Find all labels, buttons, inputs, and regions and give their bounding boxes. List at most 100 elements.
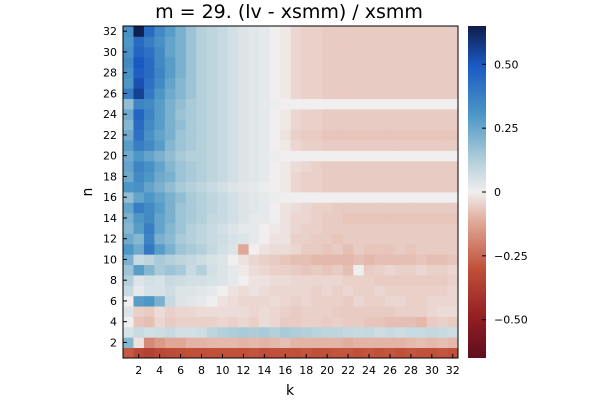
heatmap-cell: [175, 119, 187, 131]
heatmap-cell: [206, 243, 218, 255]
heatmap-cell: [259, 98, 270, 110]
heatmap-cell: [300, 46, 312, 58]
heatmap-cell: [175, 275, 187, 286]
heatmap-cell: [342, 295, 354, 307]
heatmap-cell: [395, 337, 407, 349]
heatmap-cell: [154, 46, 166, 58]
heatmap-cell: [321, 129, 333, 141]
heatmap-cell: [437, 77, 448, 89]
heatmap-cell: [259, 171, 270, 183]
heatmap-cell: [290, 129, 302, 141]
heatmap-cell: [143, 233, 155, 245]
heatmap-cell: [206, 98, 218, 110]
heatmap-cell: [238, 254, 250, 266]
heatmap-cell: [196, 109, 208, 120]
heatmap-cell: [238, 181, 250, 193]
heatmap-cell: [405, 88, 417, 100]
y-tick-label: 20: [103, 150, 117, 163]
heatmap-cell: [437, 212, 448, 224]
heatmap-cell: [374, 119, 386, 131]
heatmap-cell: [437, 285, 448, 297]
heatmap-cell: [374, 233, 386, 245]
heatmap-cell: [269, 109, 281, 120]
heatmap-cell: [227, 171, 239, 183]
heatmap-cell: [238, 212, 250, 224]
heatmap-cell: [374, 98, 386, 110]
heatmap-cell: [248, 26, 260, 37]
heatmap-cell: [227, 326, 239, 338]
heatmap-cell: [248, 88, 260, 100]
heatmap-cell: [332, 98, 344, 110]
heatmap-cell: [123, 212, 134, 224]
heatmap-cell: [416, 88, 427, 100]
heatmap-cell: [363, 316, 375, 328]
heatmap-cell: [238, 129, 250, 141]
heatmap-cell: [300, 140, 312, 151]
heatmap-cell: [227, 140, 239, 151]
heatmap-cell: [217, 202, 229, 214]
heatmap-cell: [384, 129, 396, 141]
colorbar-tick-label: 0.50: [494, 58, 519, 71]
heatmap-cell: [332, 36, 344, 48]
x-tick-label: 16: [278, 364, 292, 377]
heatmap-cell: [259, 285, 270, 297]
heatmap-cell: [280, 46, 291, 58]
x-tick-label: 24: [362, 364, 376, 377]
heatmap-cell: [269, 202, 281, 214]
heatmap-cell: [196, 57, 208, 68]
heatmap-cell: [437, 326, 448, 338]
heatmap-cell: [416, 160, 427, 172]
heatmap-cell: [248, 57, 260, 68]
heatmap-cell: [437, 129, 448, 141]
heatmap-cell: [196, 192, 208, 203]
heatmap-cell: [238, 171, 250, 183]
heatmap-cell: [217, 264, 229, 276]
heatmap-cell: [164, 202, 176, 214]
heatmap-cell: [154, 306, 166, 317]
heatmap-cell: [238, 295, 250, 307]
heatmap-cell: [280, 275, 291, 286]
heatmap-cell: [227, 88, 239, 100]
heatmap-cell: [395, 181, 407, 193]
heatmap-cell: [238, 150, 250, 162]
heatmap-cell: [269, 140, 281, 151]
heatmap-cell: [395, 26, 407, 37]
heatmap-cell: [248, 264, 260, 276]
heatmap-cell: [164, 264, 176, 276]
heatmap-cell: [416, 316, 427, 328]
heatmap-cell: [123, 57, 134, 68]
heatmap-cell: [175, 150, 187, 162]
heatmap-cell: [300, 337, 312, 349]
heatmap-cell: [280, 181, 291, 193]
heatmap-cell: [447, 306, 459, 317]
heatmap-cell: [405, 254, 417, 266]
heatmap-cell: [416, 243, 427, 255]
heatmap-cell: [300, 285, 312, 297]
heatmap-cell: [300, 160, 312, 172]
heatmap-cell: [300, 264, 312, 276]
heatmap-cell: [405, 129, 417, 141]
heatmap-cell: [447, 202, 459, 214]
heatmap-cell: [290, 337, 302, 349]
heatmap-cell: [185, 98, 197, 110]
heatmap-cell: [405, 140, 417, 151]
heatmap-cell: [227, 119, 239, 131]
heatmap-cell: [238, 67, 250, 79]
heatmap-cell: [164, 26, 176, 37]
heatmap-cell: [227, 223, 239, 234]
heatmap-cell: [123, 264, 134, 276]
heatmap-cell: [154, 129, 166, 141]
heatmap-cell: [384, 57, 396, 68]
heatmap-cell: [363, 171, 375, 183]
heatmap-cell: [405, 306, 417, 317]
heatmap-cell: [300, 57, 312, 68]
heatmap-cell: [164, 140, 176, 151]
heatmap-cell: [363, 212, 375, 224]
heatmap-cell: [206, 275, 218, 286]
heatmap-cell: [185, 306, 197, 317]
heatmap-cell: [217, 109, 229, 120]
heatmap-cell: [416, 98, 427, 110]
heatmap-cell: [384, 88, 396, 100]
heatmap-cell: [227, 129, 239, 141]
heatmap-cell: [123, 181, 134, 193]
